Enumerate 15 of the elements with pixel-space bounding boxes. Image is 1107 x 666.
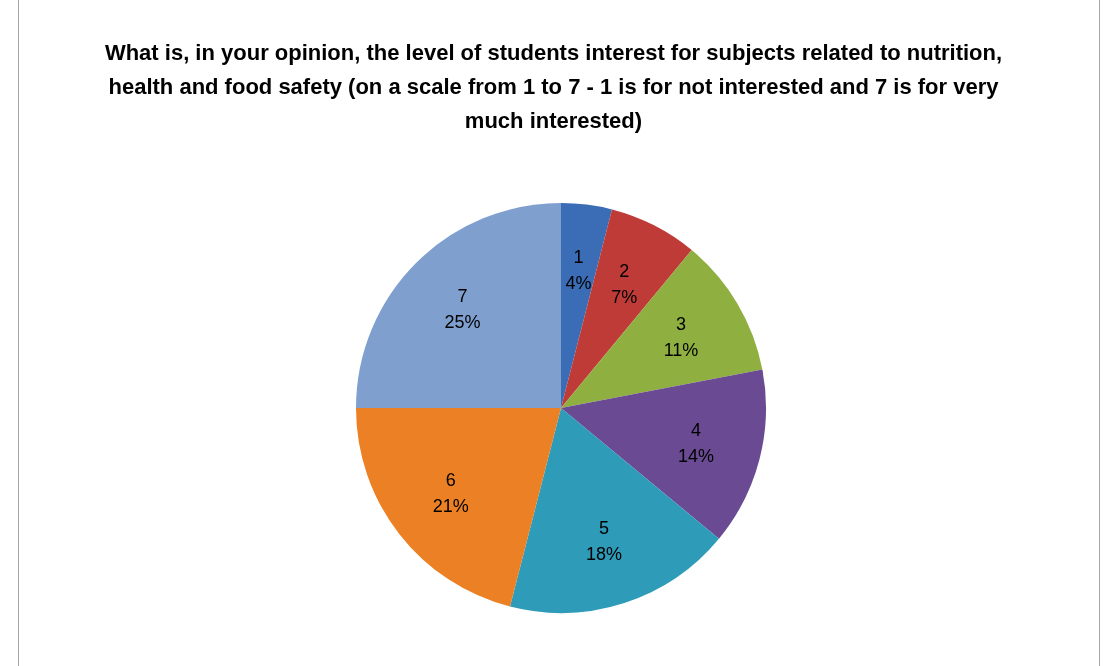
- data-label: 18%: [586, 543, 623, 564]
- chart-title: What is, in your opinion, the level of students interest for subjects related to nutrition, health and food safety (on a scale from 1 to 7 - 1 is for not interested and 7 is for very much interested): [103, 39, 1004, 135]
- data-label: 25%: [444, 312, 481, 333]
- slice-label: 3: [675, 314, 686, 335]
- slice-label: 5: [599, 517, 610, 538]
- data-label: 7%: [611, 286, 638, 307]
- data-label: 11%: [663, 340, 699, 361]
- data-label: 21%: [432, 496, 469, 517]
- slice-label: 6: [445, 470, 456, 491]
- slice-label: 7: [457, 286, 468, 307]
- slice-label: 2: [619, 260, 630, 281]
- data-label: 14%: [678, 445, 715, 466]
- slice-label: 1: [573, 246, 584, 267]
- slice-label: 4: [691, 419, 702, 440]
- data-label: 4%: [565, 272, 592, 293]
